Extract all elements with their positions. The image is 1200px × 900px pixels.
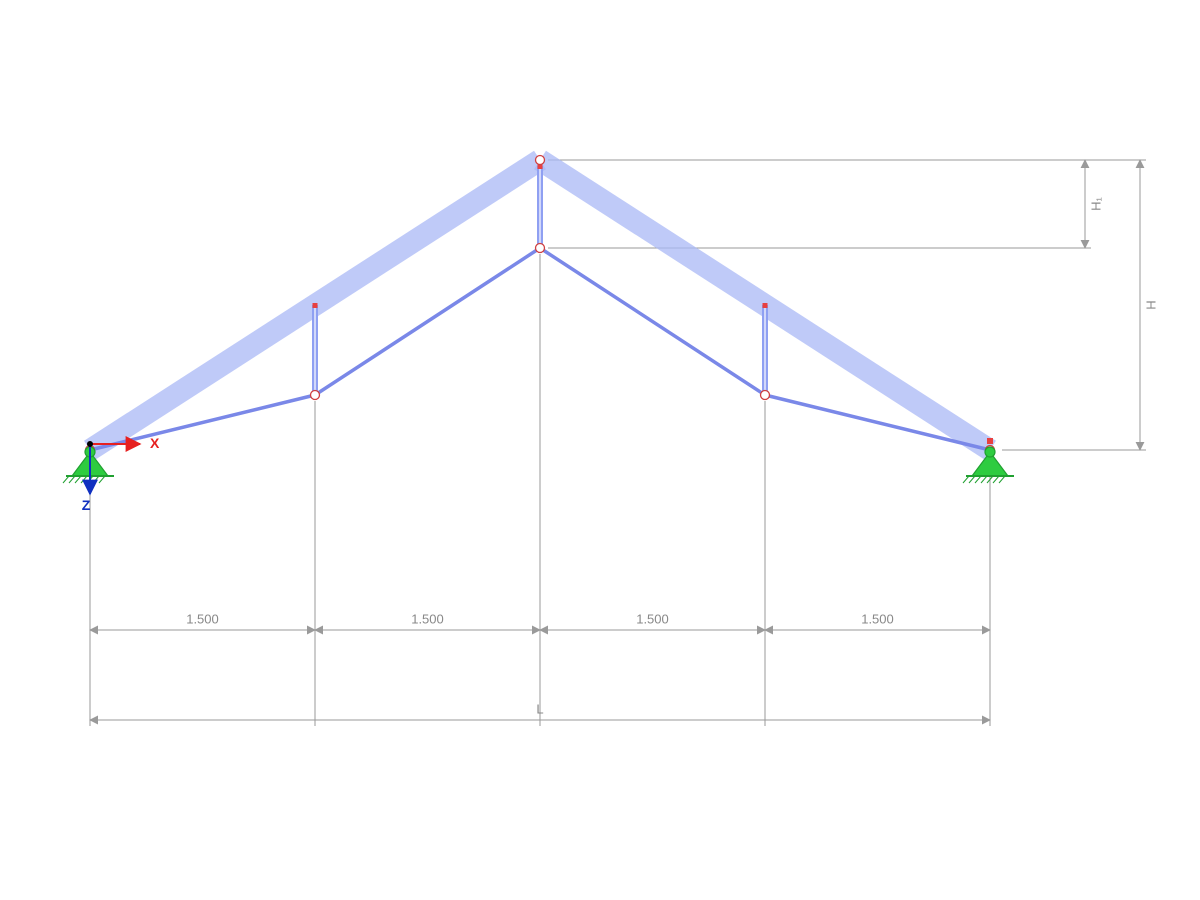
dimension-label: 1.500 (636, 611, 669, 626)
dimension-label: 1.500 (411, 611, 444, 626)
dimension-text: 1.500 1.500 1.500 1.500 L H H₁ (186, 197, 1158, 717)
truss-diagram: X Z 1.500 1.500 1.500 1.500 L H H₁ (0, 0, 1200, 900)
truss-node (311, 391, 320, 400)
truss-node (536, 156, 545, 165)
dimension-label: 1.500 (861, 611, 894, 626)
dimension-label: H₁ (1088, 197, 1103, 211)
truss-node (536, 244, 545, 253)
hinge-marker (763, 303, 768, 308)
truss-supports (63, 447, 1014, 483)
dimension-label: 1.500 (186, 611, 219, 626)
dimension-label: L (536, 701, 543, 716)
bottom-chord-2 (315, 248, 540, 395)
bottom-chord-3 (540, 248, 765, 395)
axis-z-label: Z (82, 497, 91, 513)
hinge-marker (313, 303, 318, 308)
dimension-label: H (1143, 300, 1158, 309)
axis-x-label: X (150, 435, 160, 451)
truss-node (761, 391, 770, 400)
hinge-marker (987, 438, 993, 444)
